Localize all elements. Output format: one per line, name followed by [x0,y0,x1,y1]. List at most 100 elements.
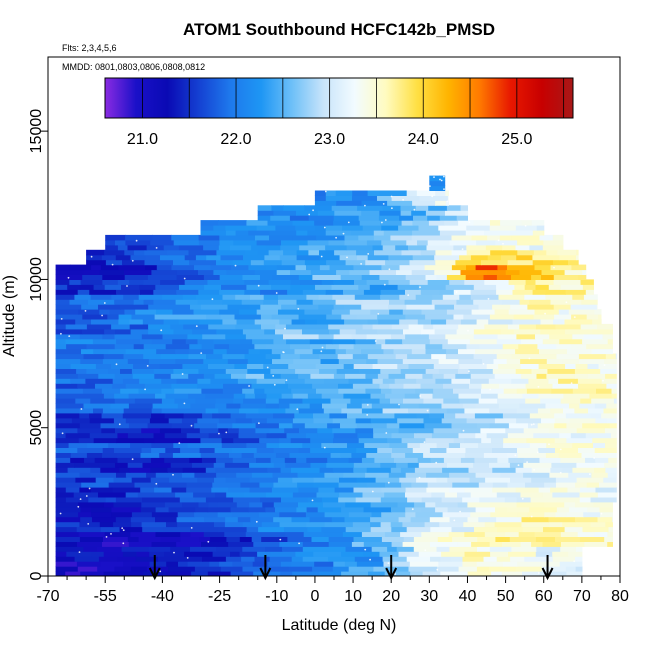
heatmap-cell [572,442,594,448]
heatmap-cell [102,407,125,414]
heatmap-cell [471,309,496,315]
heatmap-cell [457,368,470,374]
heatmap-cell [325,244,348,251]
heatmap-cell [446,407,465,414]
heatmap-cell [252,338,274,345]
heatmap-cell [102,358,129,364]
heatmap-cell [160,536,181,542]
heatmap-cell [585,457,596,463]
heatmap-cell [460,319,478,325]
sample-dot [429,185,431,188]
heatmap-cell [449,239,477,246]
heatmap-cell [218,244,231,251]
heatmap-cell [104,531,131,537]
heatmap-cell [103,571,120,576]
heatmap-cell [541,274,555,280]
heatmap-cell [516,388,528,394]
heatmap-cell [421,496,443,503]
heatmap-cell [261,566,290,572]
heatmap-cell [429,447,447,453]
sample-dot [121,527,124,530]
heatmap-cell [194,264,212,271]
heatmap-cell [86,259,107,266]
heatmap-cell [340,422,358,429]
heatmap-cell [298,501,324,508]
heatmap-cell [440,556,452,562]
heatmap-cell [296,299,314,305]
heatmap-cell [192,462,215,468]
heatmap-cell [90,467,101,473]
heatmap-cell [265,506,276,513]
heatmap-cell [266,393,283,399]
heatmap-cell [90,398,116,404]
heatmap-cell [226,536,241,542]
heatmap-cell [377,195,393,201]
heatmap-cell [543,239,564,246]
sample-dot [369,558,371,561]
heatmap-cell [593,442,606,448]
heatmap-cell [389,442,409,448]
heatmap-cell [449,546,478,552]
heatmap-cell [379,210,402,216]
heatmap-cell [600,368,617,374]
heatmap-cell [553,259,569,266]
heatmap-cell [291,319,306,325]
heatmap-cell [329,412,348,419]
sample-dot [190,424,193,427]
heatmap-cell [512,319,542,325]
heatmap-cell [470,254,489,261]
heatmap-cell [535,284,550,290]
heatmap-cell [546,249,558,256]
heatmap-cell [422,373,434,379]
heatmap-cell [316,388,339,394]
heatmap-cell [490,501,518,508]
heatmap-cell [65,338,94,345]
heatmap-cell [611,432,617,439]
heatmap-cell [475,348,494,355]
heatmap-cell [261,323,276,330]
heatmap-cell [127,432,155,439]
heatmap-cell [294,348,314,355]
sample-dot [160,329,163,332]
heatmap-cell [425,501,436,508]
heatmap-cell [555,477,578,483]
heatmap-cell [439,175,446,182]
heatmap-cell [205,407,219,414]
heatmap-cell [256,309,279,315]
heatmap-cell [165,447,181,453]
heatmap-cell [521,516,549,523]
heatmap-cell [446,348,459,355]
heatmap-cell [473,328,501,335]
x-axis-label: Latitude (deg N) [282,617,397,634]
heatmap-cell [333,279,355,285]
heatmap-cell [270,368,296,374]
heatmap-cell [579,496,592,503]
heatmap-cell [265,546,283,552]
sample-dot [115,363,118,366]
heatmap-cell [163,319,180,325]
heatmap-cell [133,249,145,256]
heatmap-cell [164,432,188,439]
heatmap-cell [453,314,464,320]
heatmap-cell [278,309,305,315]
heatmap-cell [361,403,373,409]
heatmap-cell [273,338,287,345]
flights-annotation: Flts: 2,3,4,5,6 [62,43,117,53]
heatmap-cell [478,304,493,310]
heatmap-cell [404,299,433,305]
sample-dot [387,562,390,564]
heatmap-cell [464,487,493,493]
heatmap-cell [365,259,386,266]
heatmap-cell [150,467,169,473]
heatmap-cell [55,299,70,305]
sample-dot [186,557,189,559]
heatmap-cell [221,437,234,444]
heatmap-cell [203,373,216,379]
heatmap-cell [154,487,173,493]
heatmap-cell [577,531,596,537]
heatmap-cell [544,482,557,488]
heatmap-cell [475,432,488,439]
heatmap-cell [279,254,298,261]
heatmap-cell [306,264,321,271]
heatmap-cell [357,432,374,439]
